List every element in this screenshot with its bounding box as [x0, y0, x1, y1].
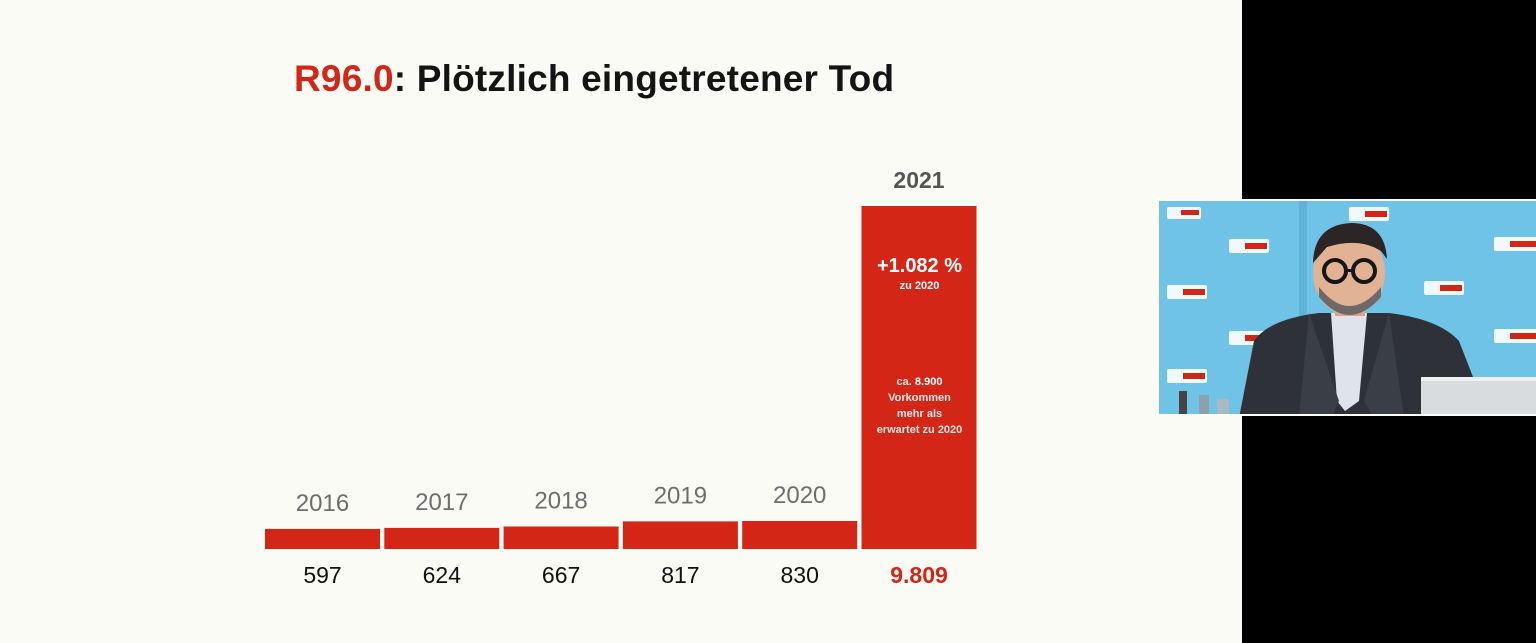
bar-2018	[503, 526, 619, 549]
percent-change-reference: zu 2020	[899, 280, 940, 292]
year-label-2018: 2018	[534, 488, 587, 515]
percent-change-label: +1.082 %	[876, 255, 963, 277]
bar-2016	[265, 528, 380, 549]
slide-title: R96.0: Plötzlich eingetretener Tod	[294, 58, 894, 100]
value-label-2019: 817	[661, 562, 699, 588]
bar-2021	[861, 206, 977, 549]
title-text: : Plötzlich eingetretener Tod	[393, 58, 895, 99]
year-label-2019: 2019	[654, 482, 707, 509]
bar-2020	[742, 521, 858, 549]
note-value: 8.900	[914, 376, 943, 388]
bar-2017	[384, 527, 500, 549]
excess-note: ca. 8.900 Vorkommen mehr als erwartet zu …	[876, 374, 963, 438]
presentation-slide: R96.0: Plötzlich eingetretener Tod 2016 5…	[0, 0, 1242, 643]
speaker-webcam-feed	[1157, 199, 1536, 416]
year-label-2021: 2021	[893, 167, 944, 193]
speaker-video-image	[1159, 201, 1536, 414]
highlight-bar-annotations: +1.082 % zu 2020 ca. 8.900 Vorkommen mehr…	[862, 206, 977, 549]
value-label-2016: 597	[303, 562, 341, 588]
value-label-2020: 830	[781, 562, 819, 588]
value-label-2018: 667	[542, 562, 580, 588]
note-text: Vorkommen mehr als erwartet zu 2020	[876, 392, 963, 436]
note-prefix: ca.	[896, 376, 912, 388]
bar-chart: 2016 597 2017 624 2018 667 2019 817 2020 830 2021 9…	[265, 167, 977, 588]
year-label-2017: 2017	[415, 489, 468, 516]
year-label-2016: 2016	[296, 490, 349, 517]
bar-2019	[622, 521, 738, 549]
title-diagnosis-code: R96.0	[294, 58, 394, 99]
value-label-2021: 9.809	[890, 562, 948, 588]
year-label-2020: 2020	[773, 482, 826, 509]
value-label-2017: 624	[423, 562, 462, 588]
